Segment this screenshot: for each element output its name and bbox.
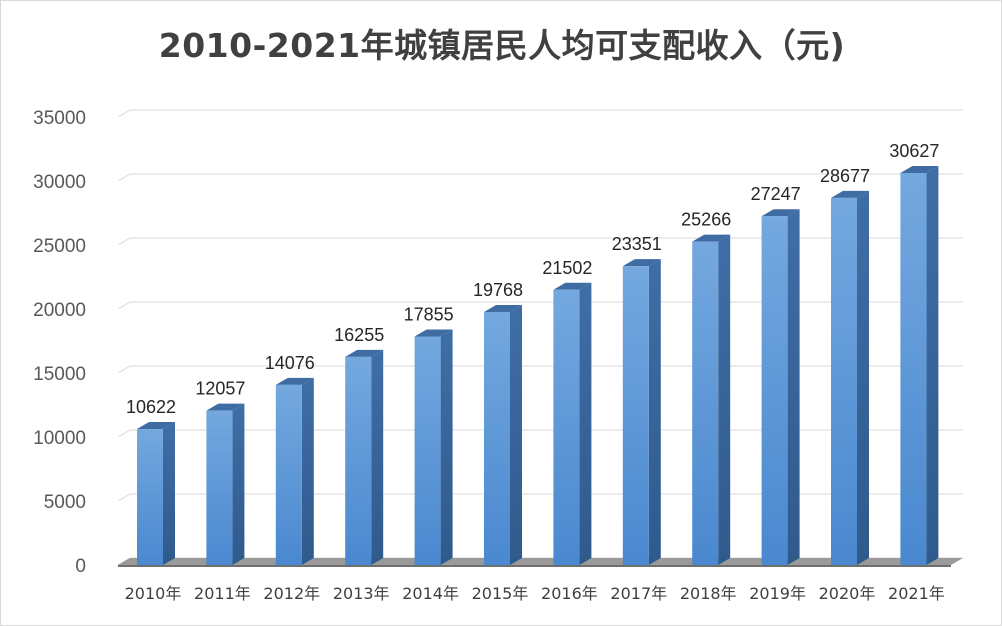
- floor-edge: [118, 565, 951, 567]
- y-tick-label: 5000: [44, 492, 86, 513]
- bar-front: [553, 289, 580, 565]
- bar-side: [301, 377, 314, 565]
- bar-front: [345, 356, 372, 565]
- floor-plane: [118, 558, 963, 565]
- bar-side: [371, 349, 384, 565]
- bar: [692, 234, 731, 565]
- bar: [484, 304, 522, 565]
- bar-top: [275, 377, 314, 385]
- bar-top: [553, 282, 592, 290]
- bar: [206, 403, 245, 565]
- data-label: 28677: [820, 166, 870, 186]
- bar-front: [414, 336, 441, 565]
- bar-side: [857, 190, 869, 566]
- y-axis: 0 5000 10000 15000 20000 25000 30000 35000: [33, 108, 86, 577]
- y-tick-label: 35000: [33, 108, 86, 129]
- gridline-side: [117, 365, 131, 374]
- data-label: 16255: [334, 325, 384, 345]
- x-axis: 2010年 2011年 2012年 2013年 2014年 2015年 2016年 2017年…: [125, 584, 945, 603]
- bar-side: [510, 304, 522, 565]
- data-labels: 10622 12057 14076 16255 17855 19768 21502 23351…: [126, 141, 939, 417]
- data-label: 25266: [681, 210, 731, 230]
- chart-title: 2010-2021年城镇居民人均可支配收入（元): [158, 26, 846, 65]
- x-tick-label: 2020年: [819, 584, 876, 603]
- bar-top: [345, 349, 384, 357]
- bar-front: [137, 429, 163, 565]
- y-tick-label: 0: [75, 556, 86, 577]
- bar-side: [232, 403, 245, 565]
- bar-side: [926, 165, 939, 565]
- gridline-side: [117, 237, 131, 246]
- bar: [831, 190, 869, 566]
- data-label: 17855: [404, 304, 454, 324]
- bars: [137, 165, 939, 566]
- bar-side: [787, 209, 800, 565]
- y-tick-label: 25000: [33, 236, 86, 257]
- bar-front: [206, 410, 233, 565]
- bar-top: [414, 329, 453, 337]
- x-tick-label: 2016年: [541, 584, 598, 603]
- x-tick-label: 2015年: [472, 584, 529, 603]
- data-label: 21502: [542, 258, 592, 278]
- data-label: 19768: [473, 280, 523, 300]
- y-tick-label: 15000: [33, 364, 86, 385]
- bar: [761, 209, 800, 565]
- x-tick-label: 2012年: [263, 584, 320, 603]
- bar-front: [831, 197, 857, 566]
- bar-top: [692, 234, 731, 242]
- x-tick-label: 2011年: [194, 584, 251, 603]
- bar: [275, 377, 314, 565]
- data-label: 14076: [265, 353, 315, 373]
- bar: [345, 349, 384, 565]
- gridline-side: [117, 173, 131, 182]
- data-label: 27247: [751, 184, 801, 204]
- gridline-side: [117, 493, 131, 502]
- gridlines: [117, 109, 963, 566]
- x-tick-label: 2017年: [610, 584, 667, 603]
- bar: [553, 282, 592, 565]
- y-tick-label: 20000: [33, 300, 86, 321]
- bar-top: [900, 165, 939, 173]
- bar: [414, 329, 453, 565]
- chart-floor: [118, 558, 963, 567]
- bar-top: [622, 259, 661, 267]
- gridline-side: [117, 301, 131, 310]
- data-label: 23351: [612, 234, 662, 254]
- bar-front: [484, 311, 510, 565]
- bar-top: [831, 190, 869, 198]
- bar-top: [206, 403, 245, 411]
- bar-top: [137, 422, 175, 430]
- data-label: 12057: [195, 379, 245, 399]
- y-tick-label: 10000: [33, 428, 86, 449]
- bar: [137, 422, 175, 565]
- bar-side: [648, 259, 661, 565]
- bar-front: [622, 266, 649, 565]
- bar-front: [761, 216, 788, 565]
- x-tick-label: 2010年: [125, 584, 182, 603]
- x-tick-label: 2018年: [680, 584, 737, 603]
- x-tick-label: 2014年: [402, 584, 459, 603]
- bar-side: [718, 234, 731, 565]
- x-tick-label: 2019年: [749, 584, 806, 603]
- data-label: 10622: [126, 397, 176, 417]
- data-label: 30627: [889, 141, 939, 161]
- bar-front: [692, 241, 719, 565]
- bar: [622, 259, 661, 565]
- bar: [900, 165, 939, 565]
- bar-top: [761, 209, 800, 217]
- x-tick-label: 2013年: [333, 584, 390, 603]
- bar-front: [900, 172, 927, 565]
- bar-top: [484, 304, 522, 312]
- bar-side: [440, 329, 453, 565]
- bar-front: [275, 384, 302, 565]
- bar-side: [579, 282, 592, 565]
- gridline-side: [117, 429, 131, 438]
- x-tick-label: 2021年: [888, 584, 945, 603]
- bar-side: [163, 422, 175, 565]
- y-tick-label: 30000: [33, 172, 86, 193]
- gridline-side: [117, 109, 131, 118]
